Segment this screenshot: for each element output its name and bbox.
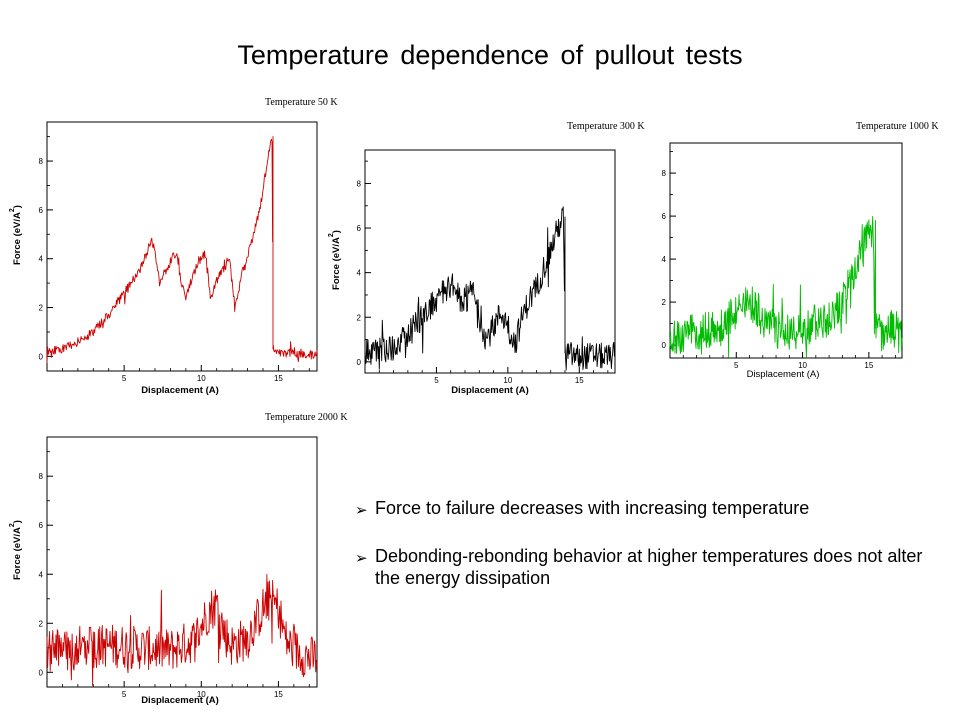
y-axis-label-main: Force (eV/A bbox=[12, 212, 23, 265]
chart-title: Temperature 1000 K bbox=[856, 121, 939, 132]
chart-title: Temperature 50 K bbox=[265, 97, 338, 108]
chart-temperature-1000k: 5 10 15 0 2 4 6 8 Temperature 1000 K Displacement… bbox=[662, 121, 940, 380]
x-tick-label: 10 bbox=[798, 361, 807, 370]
x-tick-label: 5 bbox=[122, 374, 127, 383]
x-tick-label: 15 bbox=[274, 374, 283, 383]
chart-temperature-2000k: 5 10 15 0 2 4 6 8 Temperature 2000 K Displacement… bbox=[9, 412, 348, 706]
y-axis-label-main: Force (eV/A bbox=[331, 237, 342, 290]
x-tick-label: 10 bbox=[197, 690, 206, 699]
bullet-text: Debonding-rebonding behavior at higher t… bbox=[375, 546, 923, 588]
y-tick-label: 4 bbox=[662, 255, 667, 264]
plot-frame bbox=[669, 142, 903, 359]
y-axis-label-superscript: 2 bbox=[328, 233, 335, 237]
x-tick-label: 15 bbox=[274, 690, 283, 699]
y-tick-label: 0 bbox=[39, 352, 44, 361]
chart-title: Temperature 2000 K bbox=[265, 412, 348, 423]
x-tick-label: 10 bbox=[503, 376, 512, 385]
y-axis-label-close: ) bbox=[12, 520, 23, 523]
x-axis-label: Displacement (A) bbox=[747, 369, 820, 380]
y-tick-label: 2 bbox=[39, 619, 44, 628]
y-axis-label: Force (eV/A2) bbox=[9, 520, 23, 580]
series-line bbox=[364, 206, 616, 371]
y-tick-label: 6 bbox=[357, 224, 362, 233]
y-tick-label: 0 bbox=[662, 341, 667, 350]
y-axis-label-text: Force (eV/A2) bbox=[9, 205, 23, 265]
x-tick-label: 10 bbox=[197, 374, 206, 383]
bullet-force-failure: ➢ Force to failure decreases with increa… bbox=[355, 497, 940, 519]
x-tick-label: 5 bbox=[434, 376, 439, 385]
y-tick-label: 0 bbox=[39, 668, 44, 677]
y-tick-label: 4 bbox=[39, 570, 44, 579]
y-axis-label-superscript: 2 bbox=[9, 208, 16, 212]
y-tick-label: 0 bbox=[357, 358, 362, 367]
slide-title: Temperature dependence of pullout tests bbox=[237, 40, 743, 70]
x-tick-label: 15 bbox=[575, 376, 584, 385]
plot-frame bbox=[46, 436, 318, 688]
x-axis-label: Displacement (A) bbox=[141, 695, 219, 706]
y-tick-label: 2 bbox=[357, 313, 362, 322]
series-line bbox=[46, 574, 318, 686]
y-axis-label: Force (eV/A2) bbox=[9, 205, 23, 265]
y-axis-label-text: Force (eV/A2) bbox=[9, 520, 23, 580]
y-axis-label-text: Force (eV/A2) bbox=[328, 230, 342, 290]
x-axis-label: Displacement (A) bbox=[451, 385, 529, 396]
series-line bbox=[669, 215, 903, 358]
chart-title: Temperature 300 K bbox=[567, 121, 645, 132]
chart-temperature-50k: 5 10 15 0 2 4 6 8 Temperature 50 K Displacement (… bbox=[9, 97, 338, 396]
y-axis-label-close: ) bbox=[331, 230, 342, 233]
y-tick-label: 4 bbox=[39, 255, 44, 264]
y-axis-label-main: Force (eV/A bbox=[12, 527, 23, 580]
y-tick-label: 8 bbox=[662, 169, 667, 178]
x-tick-label: 5 bbox=[734, 361, 739, 370]
y-tick-label: 6 bbox=[39, 206, 44, 215]
y-tick-label: 8 bbox=[39, 157, 44, 166]
plot-frame bbox=[46, 121, 318, 372]
series-line bbox=[46, 136, 318, 364]
y-axis-label-close: ) bbox=[12, 205, 23, 208]
arrow-bullet-icon: ➢ bbox=[355, 550, 368, 567]
bullet-debonding: ➢ Debonding-rebonding behavior at higher… bbox=[355, 545, 940, 589]
y-tick-label: 2 bbox=[39, 304, 44, 313]
y-tick-label: 8 bbox=[357, 179, 362, 188]
y-tick-label: 6 bbox=[39, 521, 44, 530]
y-axis-label-superscript: 2 bbox=[9, 523, 16, 527]
y-tick-label: 2 bbox=[662, 298, 667, 307]
bullet-text: Force to failure decreases with increasi… bbox=[375, 498, 810, 518]
y-axis-label: Force (eV/A2) bbox=[328, 230, 342, 290]
chart-temperature-300k: 5 10 15 0 2 4 6 8 Temperature 300 K Displacement … bbox=[328, 121, 645, 396]
plot-frame bbox=[364, 149, 616, 374]
x-tick-label: 15 bbox=[864, 361, 873, 370]
x-axis-label: Displacement (A) bbox=[141, 385, 219, 396]
bullet-list: ➢ Force to failure decreases with increa… bbox=[355, 497, 940, 589]
arrow-bullet-icon: ➢ bbox=[355, 502, 368, 519]
y-tick-label: 8 bbox=[39, 472, 44, 481]
x-tick-label: 5 bbox=[122, 690, 127, 699]
y-tick-label: 4 bbox=[357, 269, 362, 278]
y-tick-label: 6 bbox=[662, 212, 667, 221]
